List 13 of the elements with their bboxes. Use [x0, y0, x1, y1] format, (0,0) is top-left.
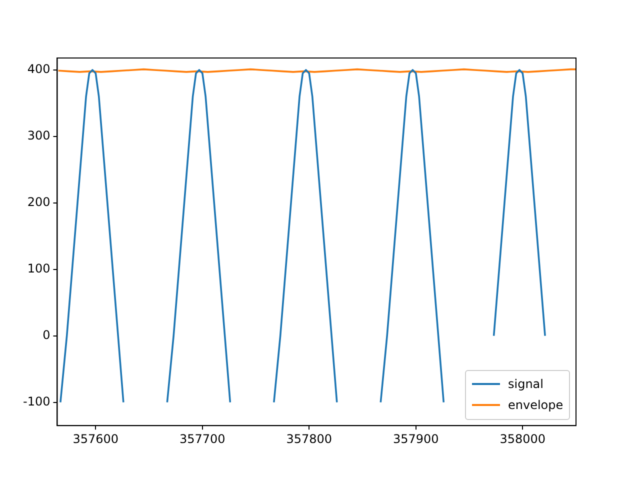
- x-tick-label: 358000: [500, 432, 546, 446]
- x-tick-label: 357600: [72, 432, 119, 446]
- legend-label: signal: [508, 377, 544, 392]
- legend-label: envelope: [508, 398, 564, 412]
- y-tick-label: -100: [23, 394, 50, 408]
- y-tick-label: 200: [27, 195, 50, 210]
- y-tick-label: 400: [27, 62, 50, 76]
- y-tick-label: 100: [27, 262, 50, 276]
- x-tick-label: 357900: [392, 432, 439, 446]
- x-tick-label: 357800: [286, 432, 332, 446]
- y-tick-label: 300: [27, 128, 50, 143]
- y-tick-label: 0: [42, 328, 50, 342]
- x-tick-label: 357700: [179, 432, 226, 446]
